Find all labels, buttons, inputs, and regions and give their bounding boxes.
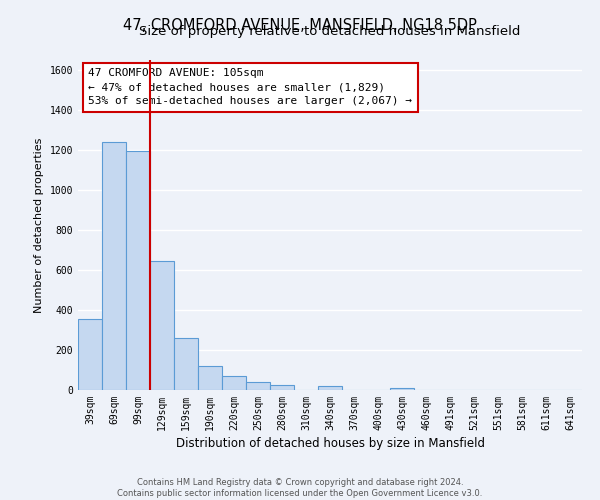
Text: 47, CROMFORD AVENUE, MANSFIELD, NG18 5DP: 47, CROMFORD AVENUE, MANSFIELD, NG18 5DP — [123, 18, 477, 32]
Bar — [318, 386, 342, 390]
Text: Contains HM Land Registry data © Crown copyright and database right 2024.
Contai: Contains HM Land Registry data © Crown c… — [118, 478, 482, 498]
Bar — [102, 142, 126, 390]
Bar — [390, 388, 414, 390]
Text: 47 CROMFORD AVENUE: 105sqm
← 47% of detached houses are smaller (1,829)
53% of s: 47 CROMFORD AVENUE: 105sqm ← 47% of deta… — [88, 68, 412, 106]
Bar — [78, 319, 102, 390]
X-axis label: Distribution of detached houses by size in Mansfield: Distribution of detached houses by size … — [176, 437, 485, 450]
Bar — [270, 385, 294, 390]
Bar — [126, 151, 150, 390]
Bar — [246, 382, 270, 390]
Bar — [222, 376, 246, 390]
Bar — [198, 366, 222, 390]
Title: Size of property relative to detached houses in Mansfield: Size of property relative to detached ho… — [139, 25, 521, 38]
Bar — [150, 261, 174, 390]
Y-axis label: Number of detached properties: Number of detached properties — [34, 138, 44, 312]
Bar — [174, 338, 198, 390]
